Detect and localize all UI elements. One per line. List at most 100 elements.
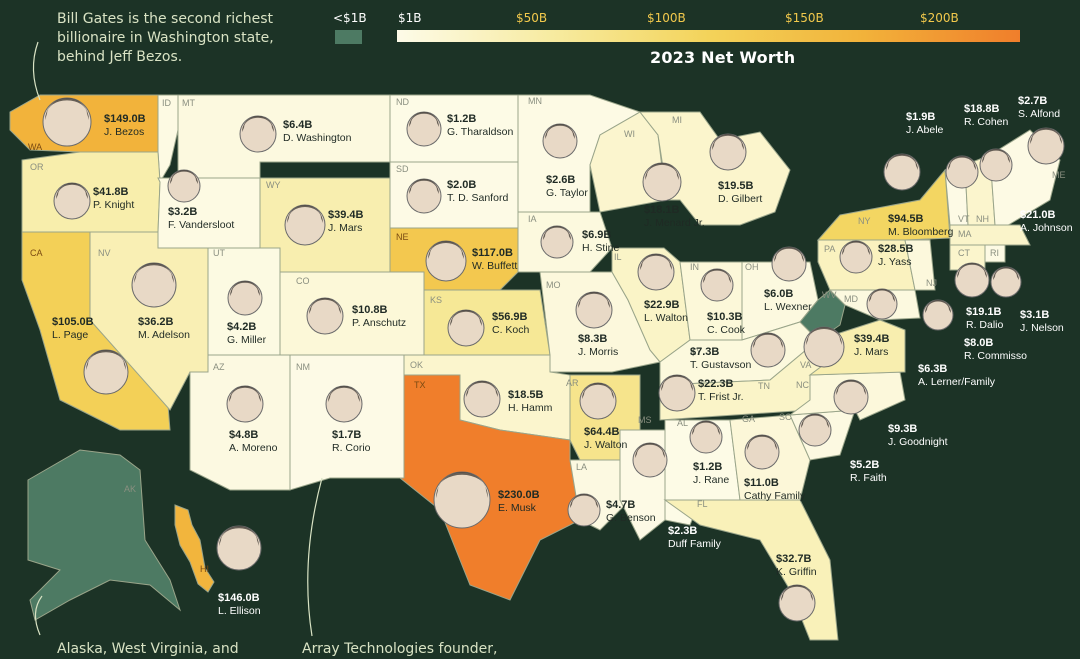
billionaire-name-label: L. Page	[52, 329, 88, 341]
state-abbr: MT	[182, 98, 195, 108]
state-abbr: OH	[745, 262, 759, 272]
billionaire-name-label: F. Vandersloot	[168, 219, 234, 231]
net-worth-label: $6.0B	[764, 288, 793, 300]
state-abbr: WI	[624, 129, 635, 139]
state-abbr: NM	[296, 362, 310, 372]
portrait-avatar	[406, 178, 442, 214]
net-worth-label: $1.7B	[332, 429, 361, 441]
net-worth-label: $19.1B	[966, 306, 1002, 318]
net-worth-label: $18.5B	[508, 389, 544, 401]
state-abbr: CO	[296, 276, 310, 286]
legend-tick: $100B	[647, 11, 686, 25]
net-worth-label: $4.7B	[606, 499, 635, 511]
portrait-avatar	[425, 240, 467, 282]
portrait-avatar	[771, 246, 807, 282]
billionaire-name-label: T. D. Sanford	[447, 192, 508, 204]
billionaire-name-label: J. Yass	[878, 256, 911, 268]
billionaire-name-label: H. Hamm	[508, 402, 553, 414]
annotation-bottom-left: Alaska, West Virginia, and	[57, 641, 239, 657]
portrait-avatar	[632, 442, 668, 478]
portrait-avatar	[131, 262, 177, 308]
portrait-avatar	[575, 291, 613, 329]
billionaire-name-label: J. Walton	[584, 439, 628, 451]
state-ri	[984, 244, 1006, 263]
portrait-avatar	[979, 148, 1013, 182]
net-worth-label: $105.0B	[52, 316, 94, 328]
portrait-avatar	[226, 385, 264, 423]
state-abbr: IN	[690, 262, 699, 272]
portrait-avatar	[637, 253, 675, 291]
portrait-avatar	[306, 297, 344, 335]
state-abbr: NC	[796, 380, 809, 390]
portrait-avatar	[750, 332, 786, 368]
net-worth-label: $2.0B	[447, 179, 476, 191]
net-worth-label: $4.2B	[227, 321, 256, 333]
portrait-avatar	[642, 162, 682, 202]
state-ak	[27, 449, 182, 621]
state-abbr: MA	[958, 229, 972, 239]
state-abbr: RI	[990, 248, 999, 258]
portrait-avatar	[922, 299, 954, 331]
annotation-bottom-center: Array Technologies founder,	[302, 641, 498, 657]
net-worth-label: $6.9B	[582, 229, 611, 241]
net-worth-label: $64.4B	[584, 426, 620, 438]
portrait-avatar	[433, 471, 491, 529]
portrait-avatar	[833, 379, 869, 415]
portrait-avatar	[778, 584, 816, 622]
billionaire-name-label: G. Miller	[227, 334, 267, 346]
portrait-avatar	[239, 115, 277, 153]
state-abbr: OK	[410, 360, 423, 370]
portrait-avatar	[798, 413, 832, 447]
net-worth-label: $1.9B	[906, 111, 935, 123]
billionaire-name-label: A. Moreno	[229, 442, 278, 454]
state-abbr: WY	[266, 180, 281, 190]
billionaire-name-label: J. Mars	[328, 222, 362, 234]
billionaire-name-label: A. Johnson	[1020, 222, 1073, 234]
legend-swatch-none	[335, 30, 362, 44]
state-abbr: UT	[213, 248, 225, 258]
portrait-avatar	[866, 288, 898, 320]
billionaire-name-label: G. Benson	[606, 512, 656, 524]
net-worth-label: $146.0B	[218, 592, 260, 604]
billionaire-name-label: R. Commisso	[964, 350, 1027, 362]
annotation-arrow	[34, 595, 43, 636]
state-abbr: WV	[822, 290, 837, 300]
portrait-avatar	[542, 123, 578, 159]
state-nj	[904, 239, 936, 291]
billionaire-name-label: L. Ellison	[218, 605, 261, 617]
state-abbr: GA	[742, 414, 755, 424]
state-abbr: MI	[672, 115, 682, 125]
billionaire-name-label: D. Washington	[283, 132, 352, 144]
portrait-avatar	[1027, 127, 1065, 165]
net-worth-label: $22.9B	[644, 299, 680, 311]
net-worth-label: $3.2B	[168, 206, 197, 218]
state-abbr: AR	[566, 378, 579, 388]
net-worth-label: $10.8B	[352, 304, 388, 316]
billionaire-name-label: P. Knight	[93, 199, 134, 211]
portrait-avatar	[709, 133, 747, 171]
net-worth-label: $18.8B	[964, 103, 1000, 115]
annotation-arrow	[32, 41, 41, 101]
state-ma	[949, 224, 1031, 246]
annotation-line: billionaire in Washington state,	[57, 30, 274, 46]
legend-color-scale	[397, 30, 1020, 42]
net-worth-label: $8.3B	[578, 333, 607, 345]
state-abbr: MS	[638, 415, 652, 425]
state-abbr: KS	[430, 295, 442, 305]
net-worth-label: $22.3B	[698, 378, 734, 390]
state-abbr: CT	[958, 248, 970, 258]
billionaire-name-label: R. Dalio	[966, 319, 1004, 331]
billionaire-name-label: S. Alfond	[1018, 108, 1060, 120]
state-abbr: MN	[528, 96, 542, 106]
portrait-avatar	[540, 225, 574, 259]
state-abbr: WA	[28, 142, 42, 152]
net-worth-label: $230.0B	[498, 489, 540, 501]
portrait-avatar	[167, 169, 201, 203]
state-abbr: AL	[677, 418, 688, 428]
billionaire-name-label: J. Bezos	[104, 126, 144, 138]
portrait-avatar	[883, 153, 921, 191]
state-abbr: LA	[576, 462, 587, 472]
state-abbr: ME	[1052, 170, 1066, 180]
portrait-avatar	[579, 382, 617, 420]
billionaire-name-label: Duff Family	[668, 538, 722, 550]
